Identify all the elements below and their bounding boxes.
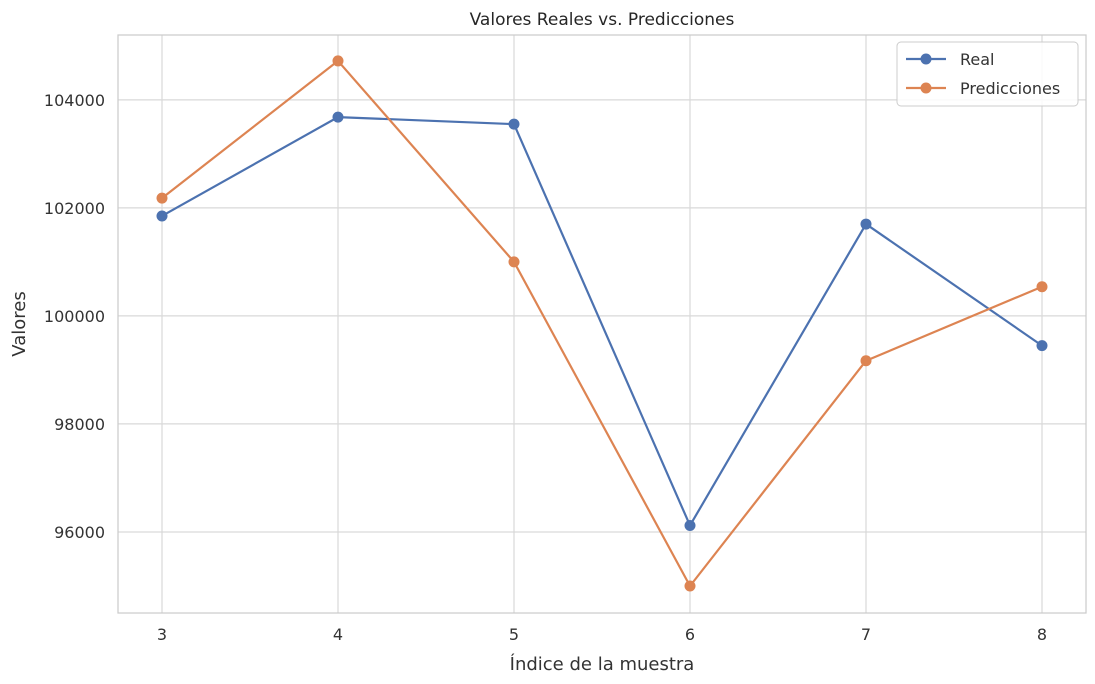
- chart-title: Valores Reales vs. Predicciones: [470, 10, 735, 30]
- series-predicciones: [156, 55, 1048, 592]
- data-point-real: [684, 519, 696, 531]
- y-tick-label: 104000: [44, 91, 105, 110]
- y-tick-label: 98000: [54, 415, 105, 434]
- data-point-real: [332, 111, 344, 123]
- x-tick-label: 3: [157, 625, 167, 644]
- data-point-predicciones: [156, 192, 168, 204]
- y-tick-label: 96000: [54, 523, 105, 542]
- data-point-predicciones: [332, 55, 344, 67]
- data-point-predicciones: [860, 355, 872, 367]
- data-point-predicciones: [684, 580, 696, 592]
- x-tick-label: 8: [1037, 625, 1047, 644]
- y-tick-label: 100000: [44, 307, 105, 326]
- data-point-real: [860, 218, 872, 230]
- data-point-real: [1036, 340, 1048, 352]
- tick-labels: 3 4 5 6 7 8 96000 98000 100000 102000 104000: [44, 91, 1047, 644]
- legend: Real Predicciones: [896, 41, 1079, 107]
- series-line-real: [161, 116, 1043, 527]
- x-tick-label: 5: [509, 625, 519, 644]
- data-point-predicciones: [508, 256, 520, 268]
- y-axis-title: Valores: [9, 291, 30, 356]
- x-axis-title: Índice de la muestra: [510, 653, 695, 675]
- x-tick-label: 4: [333, 625, 343, 644]
- legend-marker-predicciones: [920, 82, 932, 94]
- x-tick-label: 7: [861, 625, 871, 644]
- y-tick-label: 102000: [44, 199, 105, 218]
- series-layer: [156, 55, 1048, 592]
- legend-label-real: Real: [960, 50, 995, 69]
- series-real: [156, 111, 1048, 531]
- data-point-real: [156, 210, 168, 222]
- data-point-predicciones: [1036, 281, 1048, 293]
- data-point-real: [508, 118, 520, 130]
- legend-label-predicciones: Predicciones: [960, 79, 1060, 98]
- series-line-predicciones: [161, 59, 1043, 588]
- legend-marker-real: [920, 53, 932, 65]
- x-tick-label: 6: [685, 625, 695, 644]
- plot-frame: [117, 34, 1087, 614]
